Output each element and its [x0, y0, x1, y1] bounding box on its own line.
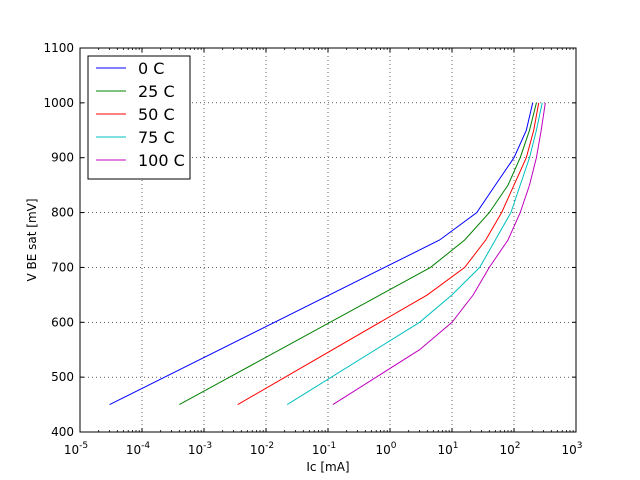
series-line [237, 102, 540, 406]
x-tick-label: 10-4 [126, 441, 151, 457]
legend-label: 25 C [138, 82, 175, 101]
plot-lines [109, 102, 546, 406]
x-tick-label: 100 [375, 441, 396, 457]
y-tick-label: 600 [51, 315, 74, 329]
x-axis-label: Ic [mA] [306, 460, 349, 474]
axis-ticks: 10-5 10-4 10-3 10-2 10-1 100 101 102 103 400 500 60… [43, 41, 582, 457]
series-line [109, 102, 534, 406]
y-tick-label: 800 [51, 206, 74, 220]
y-axis-label: V BE sat [mV] [25, 198, 39, 281]
series-line [286, 102, 543, 406]
y-tick-label: 700 [51, 260, 74, 274]
legend-label: 75 C [138, 128, 175, 147]
series-line [179, 102, 537, 406]
y-tick-label: 1100 [43, 41, 74, 55]
grid [80, 48, 576, 432]
legend: 0 C 25 C 50 C 75 C 100 C [87, 55, 191, 180]
x-tick-label: 10-5 [64, 441, 88, 457]
x-tick-label: 10-1 [312, 441, 336, 457]
y-tick-label: 900 [51, 151, 74, 165]
x-tick-label: 10-2 [250, 441, 274, 457]
x-tick-label: 103 [561, 441, 582, 457]
legend-label: 100 C [138, 151, 185, 170]
x-tick-label: 101 [437, 441, 458, 457]
y-tick-label: 1000 [43, 96, 74, 110]
legend-label: 0 C [138, 59, 164, 78]
x-tick-label: 102 [499, 441, 520, 457]
series-line [332, 102, 546, 406]
y-tick-label: 500 [51, 370, 74, 384]
legend-box [87, 55, 191, 180]
x-tick-label: 10-3 [188, 441, 212, 457]
y-tick-label: 400 [51, 425, 74, 439]
legend-label: 50 C [138, 105, 175, 124]
